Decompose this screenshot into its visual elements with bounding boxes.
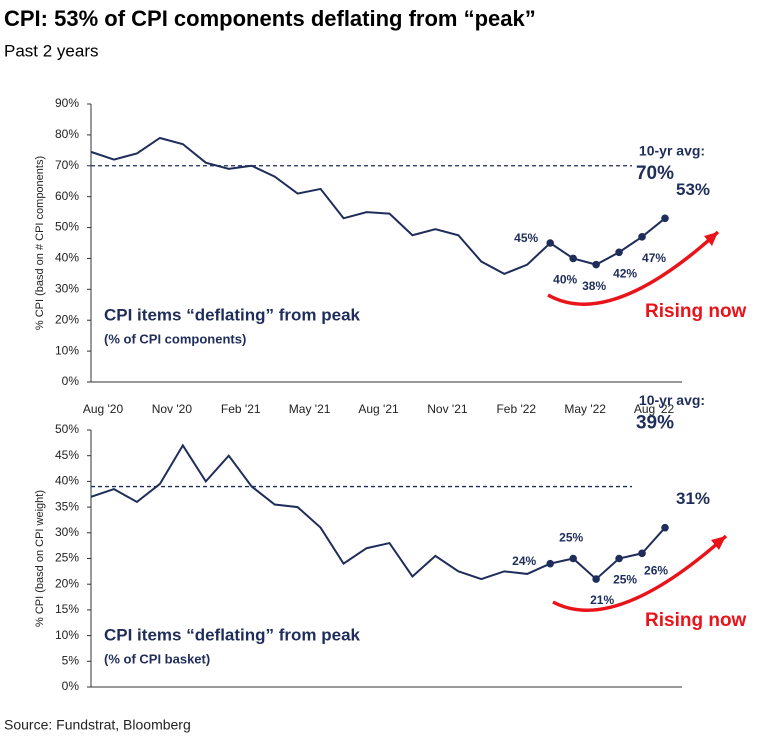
value-label: 47% bbox=[642, 251, 666, 265]
value-label: 31% bbox=[676, 489, 710, 508]
x-tick-label: Nov '21 bbox=[427, 402, 468, 416]
value-label: 42% bbox=[613, 266, 637, 280]
y-tick-label: 35% bbox=[55, 499, 79, 513]
value-label: 38% bbox=[582, 279, 606, 293]
y-tick-label: 10% bbox=[55, 628, 79, 642]
legend-note: (% of CPI components) bbox=[104, 331, 246, 346]
marker bbox=[615, 248, 623, 257]
value-label: 40% bbox=[553, 273, 577, 287]
y-tick-label: 40% bbox=[55, 251, 79, 265]
line bbox=[90, 443, 666, 581]
x-tick-label: Feb '22 bbox=[496, 402, 536, 416]
value-label: 53% bbox=[676, 180, 710, 199]
y-tick-label: 0% bbox=[62, 374, 80, 388]
value-label: 45% bbox=[514, 231, 538, 245]
reference-value: 39% bbox=[636, 413, 674, 434]
y-tick-label: 15% bbox=[55, 602, 79, 616]
y-tick-label: 30% bbox=[55, 525, 79, 539]
arrow-curve bbox=[552, 534, 728, 612]
y-tick-label: 60% bbox=[55, 189, 79, 203]
y-tick-label: 0% bbox=[62, 679, 80, 693]
reference-label: 10-yr avg: bbox=[639, 392, 705, 408]
marker bbox=[615, 554, 623, 563]
value-label: 25% bbox=[559, 531, 583, 545]
x-tick-label: Feb '21 bbox=[221, 402, 261, 416]
line bbox=[90, 136, 666, 275]
marker bbox=[592, 575, 600, 583]
marker bbox=[661, 523, 669, 532]
annotation: Rising now bbox=[645, 610, 747, 631]
marker bbox=[569, 254, 577, 263]
legend-entry: CPI items “deflating” from peak bbox=[104, 625, 361, 644]
y-tick-label: 50% bbox=[55, 220, 79, 234]
y-tick-label: 45% bbox=[55, 448, 79, 462]
value-label: 26% bbox=[644, 564, 668, 578]
y-tick-label: 80% bbox=[55, 127, 79, 141]
y-tick-label: 20% bbox=[55, 576, 79, 590]
marker bbox=[638, 233, 646, 241]
arrow-head bbox=[711, 536, 726, 550]
marker bbox=[546, 559, 554, 568]
x-tick-label: May '22 bbox=[564, 402, 606, 416]
value-label: 25% bbox=[613, 573, 637, 587]
marker bbox=[661, 214, 669, 223]
marker bbox=[638, 549, 646, 558]
marker bbox=[592, 260, 600, 269]
legend-entry: CPI items “deflating” from peak bbox=[104, 305, 361, 324]
x-tick-label: Aug '21 bbox=[358, 402, 399, 416]
y-tick-label: 20% bbox=[55, 312, 79, 326]
x-tick-label: Aug '22 bbox=[634, 402, 675, 416]
marker bbox=[569, 554, 577, 563]
y-axis-label: % CPI (basd on CPI weight) bbox=[34, 490, 46, 627]
y-tick-label: 50% bbox=[55, 422, 79, 436]
arrow-curve bbox=[547, 230, 720, 306]
y-tick-label: 10% bbox=[55, 343, 79, 357]
y-tick-label: 5% bbox=[62, 653, 80, 667]
reference-label: 10-yr avg: bbox=[639, 142, 705, 158]
x-tick-label: May '21 bbox=[289, 402, 331, 416]
y-tick-label: 30% bbox=[55, 282, 79, 296]
y-tick-label: 25% bbox=[55, 551, 79, 565]
y-tick-label: 70% bbox=[55, 158, 79, 172]
x-tick-label: Nov '20 bbox=[152, 402, 193, 416]
subtitle: Past 2 years bbox=[4, 41, 99, 60]
y-axis-label: % CPI (basd on # CPI components) bbox=[34, 156, 46, 330]
marker bbox=[546, 239, 554, 247]
value-label: 24% bbox=[512, 554, 536, 568]
title: CPI: 53% of CPI components deflating fro… bbox=[4, 6, 536, 31]
legend-note: (% of CPI basket) bbox=[104, 651, 210, 666]
annotation: Rising now bbox=[645, 301, 747, 322]
reference-value: 70% bbox=[636, 163, 674, 184]
value-label: 21% bbox=[590, 593, 614, 607]
x-tick-label: Aug '20 bbox=[83, 402, 124, 416]
source: Source: Fundstrat, Bloomberg bbox=[4, 717, 191, 733]
arrow-head bbox=[704, 232, 718, 246]
y-tick-label: 40% bbox=[55, 474, 79, 488]
y-tick-label: 90% bbox=[55, 96, 79, 110]
